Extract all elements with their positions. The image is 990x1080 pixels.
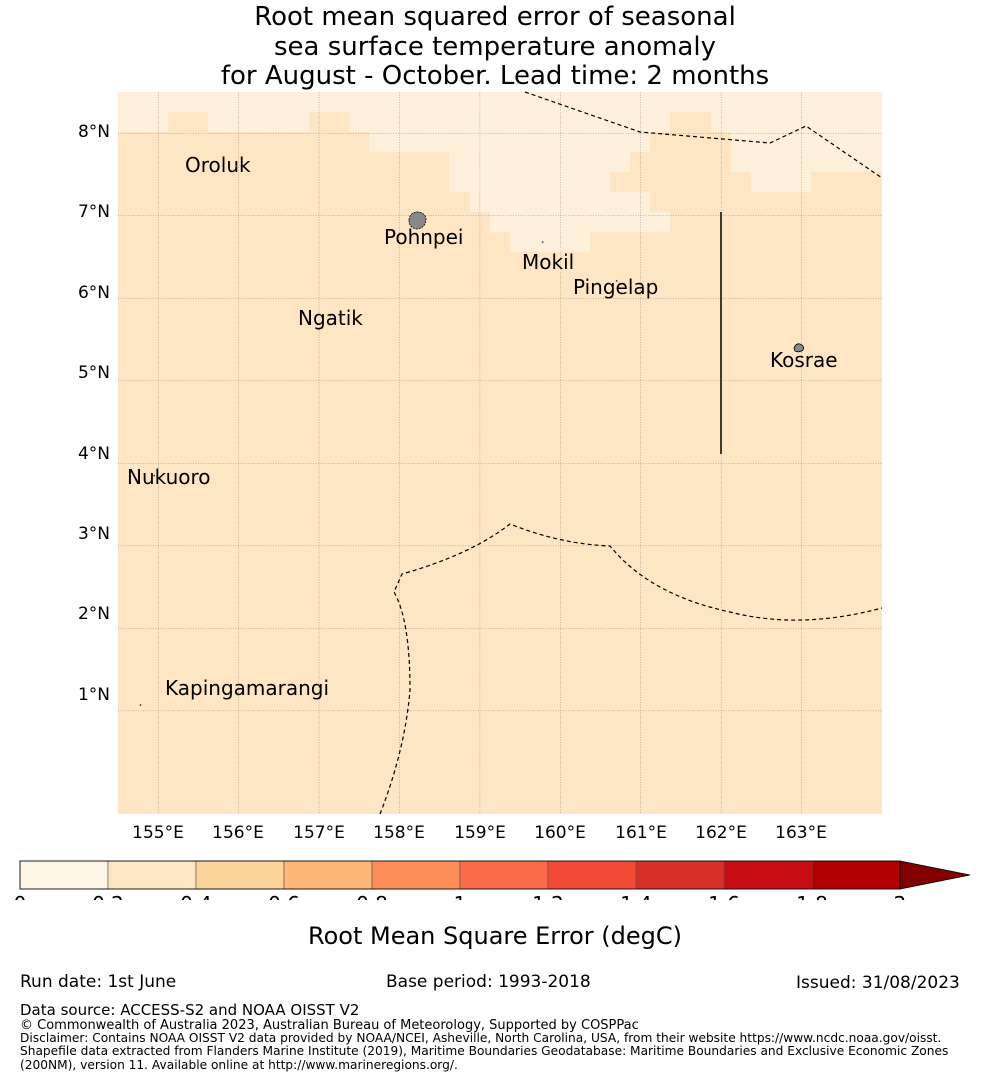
map-figure: Oroluk Pohnpei Mokil Pingelap Ngatik Kos… — [14, 91, 971, 900]
data-source: Data source: ACCESS-S2 and NOAA OISST V2 — [20, 1001, 360, 1019]
disclaimer-line-3: (200NM), version 11. Available online at… — [20, 1058, 458, 1072]
lat-label-2n: 2°N — [78, 604, 110, 624]
lon-label-158e: 158°E — [373, 823, 425, 843]
colorbar-segment — [371, 860, 461, 890]
colorbar-extend-arrow — [899, 860, 971, 890]
chart-title: Root mean squared error of seasonal sea … — [0, 2, 990, 92]
colorbar-tick-label: 0.8 — [356, 892, 388, 900]
lon-label-157e: 157°E — [293, 823, 345, 843]
lat-label-5n: 5°N — [78, 363, 110, 383]
colorbar-tick-label: 1.6 — [708, 892, 740, 900]
colorbar-segment — [723, 860, 813, 890]
island-label-ngatik: Ngatik — [298, 306, 363, 330]
colorbar: 0 0.2 0.4 0.6 0.8 1 1.2 1.4 1.6 1.8 2 — [14, 860, 971, 900]
colorbar-label: Root Mean Square Error (degC) — [308, 922, 682, 950]
colorbar-segment — [811, 860, 901, 890]
island-marker-pingelap — [615, 280, 618, 282]
colorbar-tick-label: 0.6 — [268, 892, 300, 900]
island-marker-ngatik — [329, 314, 332, 317]
island-marker-oroluk — [235, 165, 238, 168]
low-error-region — [118, 92, 882, 252]
lon-label-159e: 159°E — [454, 823, 506, 843]
colorbar-segment — [547, 860, 637, 890]
disclaimer-line-2: Shapefile data extracted from Flanders M… — [20, 1044, 949, 1058]
copyright-notice: © Commonwealth of Australia 2023, Austra… — [20, 1018, 639, 1033]
lat-label-8n: 8°N — [78, 122, 110, 142]
latitude-labels: 8°N 7°N 6°N 5°N 4°N 3°N 2°N 1°N — [78, 122, 110, 705]
lon-label-155e: 155°E — [132, 823, 184, 843]
colorbar-tick-label: 1 — [454, 892, 467, 900]
title-line-3: for August - October. Lead time: 2 month… — [220, 61, 770, 91]
longitude-labels: 155°E 156°E 157°E 158°E 159°E 160°E 161°… — [132, 823, 827, 843]
island-label-nukuoro: Nukuoro — [127, 465, 211, 489]
colorbar-tick-labels: 0 0.2 0.4 0.6 0.8 1 1.2 1.4 1.6 1.8 2 — [14, 892, 907, 900]
lon-label-156e: 156°E — [212, 823, 264, 843]
colorbar-segment — [195, 860, 285, 890]
colorbar-tick-label: 1.4 — [620, 892, 652, 900]
island-label-pohnpei: Pohnpei — [384, 225, 464, 249]
colorbar-outline — [19, 860, 901, 890]
island-label-pingelap: Pingelap — [573, 275, 658, 299]
lat-label-7n: 7°N — [78, 202, 110, 222]
lon-label-161e: 161°E — [615, 823, 667, 843]
lat-label-1n: 1°N — [78, 685, 110, 705]
run-date: Run date: 1st June — [20, 972, 177, 992]
eez-boundary-south — [379, 523, 883, 815]
colorbar-segment — [107, 860, 197, 890]
colorbar-tick-label: 2 — [894, 892, 907, 900]
lon-label-163e: 163°E — [775, 823, 827, 843]
lon-label-162e: 162°E — [695, 823, 747, 843]
colorbar-tick-label: 0.4 — [180, 892, 212, 900]
colorbar-segments — [19, 860, 901, 890]
colorbar-tick-label: 0 — [14, 892, 27, 900]
island-label-kapingamarangi: Kapingamarangi — [165, 676, 329, 700]
pohnpei-island-shape — [408, 211, 427, 230]
island-marker-nukuoro — [153, 474, 156, 477]
title-line-1: Root mean squared error of seasonal — [254, 2, 736, 32]
kosrae-island-shape — [793, 343, 804, 353]
lat-label-3n: 3°N — [78, 524, 110, 544]
island-marker-kapingamarangi — [139, 704, 142, 706]
island-label-oroluk: Oroluk — [185, 153, 251, 177]
disclaimer-line-1: Disclaimer: Contains NOAA OISST V2 data … — [20, 1031, 942, 1045]
base-period: Base period: 1993-2018 — [386, 972, 591, 992]
map-panel — [118, 91, 883, 815]
island-label-kosrae: Kosrae — [770, 348, 838, 372]
colorbar-segment — [283, 860, 373, 890]
island-marker-mokil — [541, 241, 544, 244]
lon-label-160e: 160°E — [534, 823, 586, 843]
colorbar-tick-label: 1.8 — [796, 892, 828, 900]
eez-boundary-north — [524, 91, 883, 179]
colorbar-tick-label: 1.2 — [532, 892, 564, 900]
island-labels: Oroluk Pohnpei Mokil Pingelap Ngatik Kos… — [127, 153, 838, 706]
island-label-mokil: Mokil — [522, 250, 574, 274]
lat-label-6n: 6°N — [78, 283, 110, 303]
lat-label-4n: 4°N — [78, 444, 110, 464]
colorbar-tick-label: 0.2 — [92, 892, 124, 900]
colorbar-segment — [19, 860, 109, 890]
colorbar-segment — [459, 860, 549, 890]
title-line-2: sea surface temperature anomaly — [274, 31, 716, 62]
colorbar-segment — [635, 860, 725, 890]
issued-date: Issued: 31/08/2023 — [796, 973, 960, 993]
